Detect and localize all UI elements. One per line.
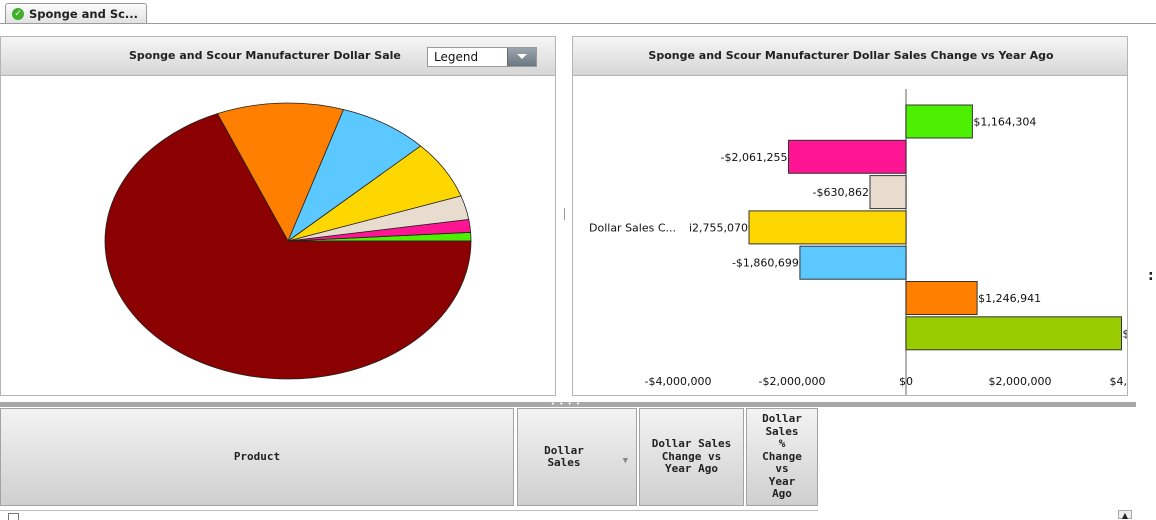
- x-tick-label-0: -$4,000,000: [645, 375, 712, 388]
- tab-bar: ✓ Sponge and Sc...: [0, 0, 1156, 24]
- pie-panel-header: Sponge and Scour Manufacturer Dollar Sal…: [1, 37, 555, 76]
- legend-dropdown-value: Legend: [434, 50, 479, 64]
- splitter[interactable]: [0, 402, 1136, 407]
- scroll-up-icon[interactable]: ▲: [1118, 510, 1132, 520]
- bar-0[interactable]: [905, 104, 973, 139]
- table-row[interactable]: [0, 510, 818, 520]
- pie-chart-panel: Sponge and Scour Manufacturer Dollar Sal…: [0, 36, 556, 396]
- bar-chart: $1,164,304 -$2,061,255 -$630,862 i2,755,070…: [589, 89, 1128, 395]
- expand-handle-icon[interactable]: :: [1148, 268, 1154, 284]
- pie-slice-6[interactable]: [104, 113, 472, 380]
- column-header-label: Product: [233, 449, 281, 463]
- x-tick-label-2: $0: [899, 375, 913, 388]
- series-label: Dollar Sales C...: [589, 221, 676, 234]
- bar-chart-panel: Sponge and Scour Manufacturer Dollar Sal…: [572, 36, 1128, 396]
- chevron-down-icon[interactable]: [507, 48, 536, 66]
- bar-4[interactable]: [799, 245, 907, 280]
- bar-2[interactable]: [869, 175, 907, 210]
- column-header-label: Dollar Sales Change vs Year Ago: [651, 437, 732, 476]
- column-header-dollar-sales-change[interactable]: Dollar Sales Change vs Year Ago: [639, 408, 744, 506]
- bar-1[interactable]: [788, 139, 907, 174]
- column-header-label: Dollar Sales % Change vs Year Ago: [762, 412, 802, 501]
- x-tick-label-4: $4,000,0: [1110, 375, 1127, 388]
- tab-sponge-and-scour[interactable]: ✓ Sponge and Sc...: [5, 3, 148, 23]
- column-header-label: Dollar Sales: [544, 443, 584, 469]
- x-tick-label-1: -$2,000,000: [759, 375, 826, 388]
- bar-3[interactable]: [748, 210, 907, 245]
- splitter-grip-icon[interactable]: • • • • •: [550, 400, 582, 413]
- bar-value-label-2: -$630,862: [813, 186, 869, 199]
- column-header-dollar-sales[interactable]: Dollar Sales ▼: [517, 408, 637, 506]
- check-circle-icon: ✓: [12, 7, 24, 20]
- bar-panel-header: Sponge and Scour Manufacturer Dollar Sal…: [573, 37, 1127, 76]
- row-checkbox[interactable]: [8, 513, 19, 520]
- column-header-dollar-sales-pct-change[interactable]: Dollar Sales % Change vs Year Ago: [746, 408, 818, 506]
- bar-value-label-1: -$2,061,255: [721, 151, 788, 164]
- bar-6[interactable]: [905, 316, 1122, 351]
- tab-divider: [0, 23, 1156, 24]
- legend-dropdown[interactable]: Legend: [427, 47, 537, 67]
- pie-chart: [104, 102, 472, 380]
- pie-slice-5[interactable]: [216, 102, 345, 242]
- bar-value-label-0: $1,164,304: [973, 116, 1036, 129]
- x-tick-label-3: $2,000,000: [989, 375, 1052, 388]
- bar-value-label-5: $1,246,941: [978, 292, 1041, 305]
- bar-value-label-4: -$1,860,699: [732, 257, 799, 270]
- column-header-product[interactable]: Product: [0, 408, 514, 506]
- bar-value-label-6: $:: [1123, 327, 1128, 340]
- sort-down-icon[interactable]: ▼: [622, 456, 628, 466]
- bar-5[interactable]: [905, 281, 978, 315]
- tab-label: Sponge and Sc...: [29, 6, 139, 21]
- bar-panel-title: Sponge and Scour Manufacturer Dollar Sal…: [648, 49, 1054, 62]
- pie-panel-title: Sponge and Scour Manufacturer Dollar Sal…: [129, 49, 401, 62]
- bar-value-label-3: i2,755,070: [689, 221, 748, 234]
- panel-resize-handle[interactable]: [564, 208, 568, 220]
- pie-slice-4[interactable]: [287, 109, 422, 243]
